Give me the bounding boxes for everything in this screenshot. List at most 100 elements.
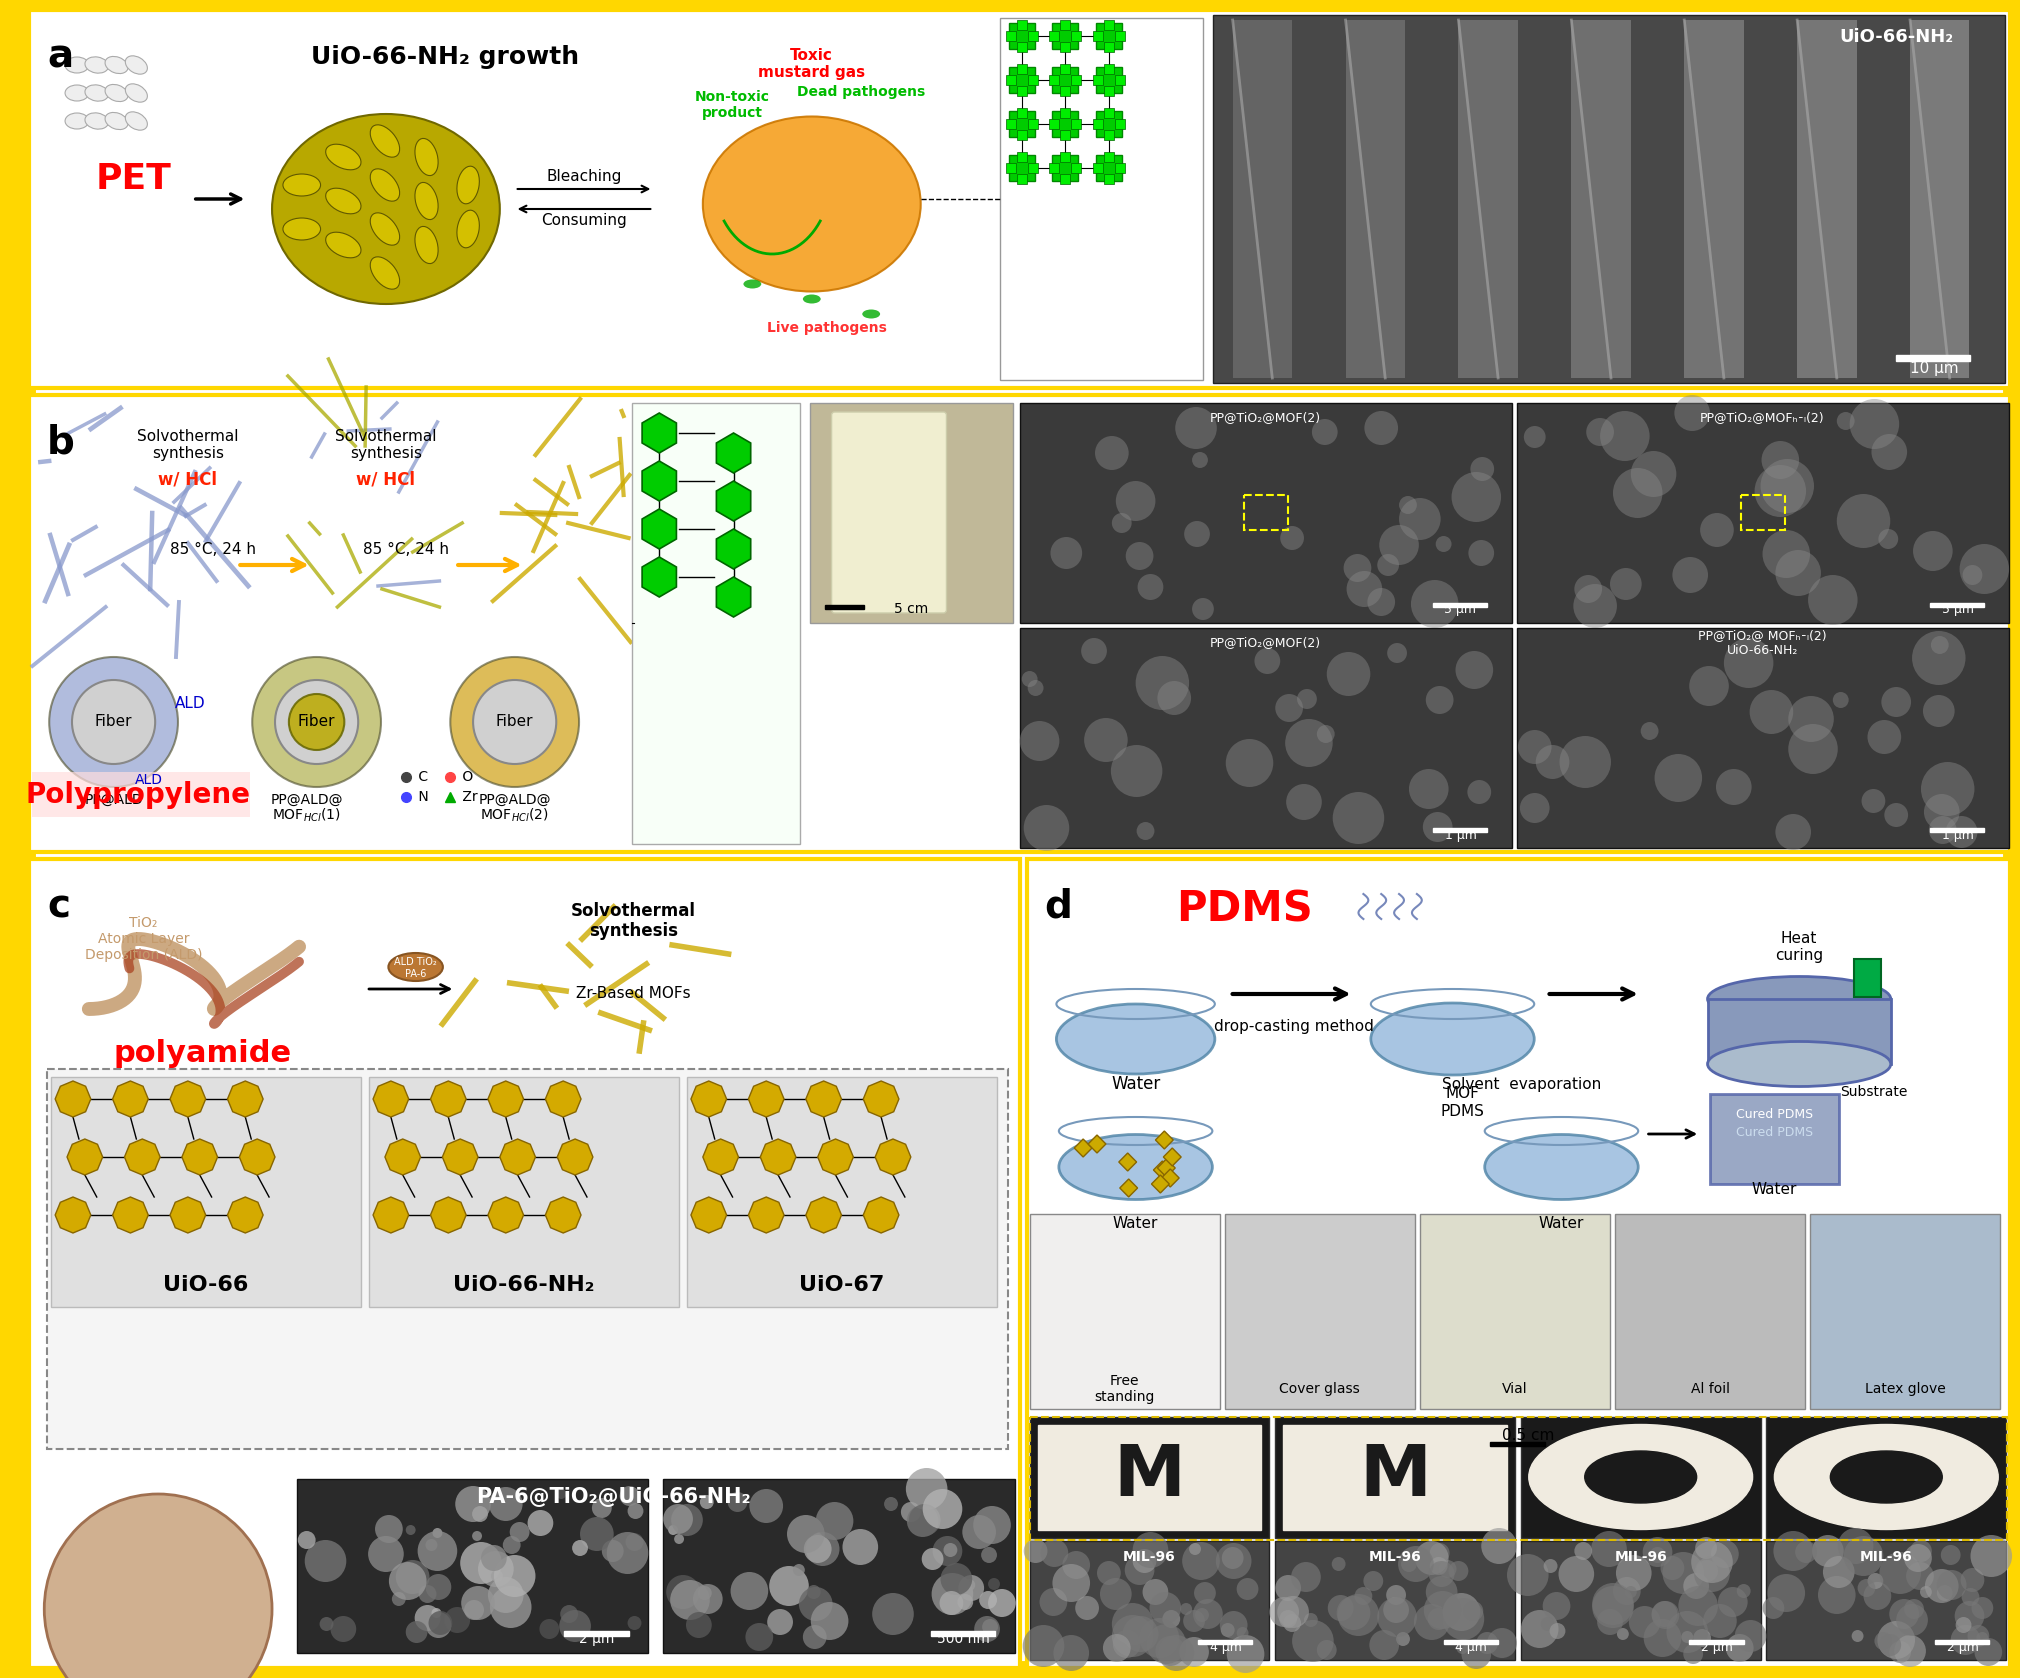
Circle shape [1194,1582,1216,1604]
Circle shape [901,1502,921,1522]
Bar [1212,15,2006,383]
Circle shape [1125,542,1153,571]
Ellipse shape [283,218,321,240]
Circle shape [1155,1636,1186,1666]
Circle shape [1961,1567,1984,1592]
Text: PA-6: PA-6 [404,968,426,978]
Circle shape [1327,653,1370,696]
Bar [1060,175,1071,185]
Text: 500 nm: 500 nm [937,1633,990,1646]
Bar [1052,111,1079,138]
Text: a: a [46,39,73,76]
Text: Heat
curing: Heat curing [1776,931,1824,963]
Circle shape [1616,1628,1628,1639]
Circle shape [1222,1547,1244,1569]
Circle shape [454,1487,491,1522]
Bar [1517,628,2010,847]
Circle shape [1905,1544,1931,1572]
Text: Vial: Vial [1503,1383,1527,1396]
Bar [1103,42,1113,52]
Text: PP@ALD: PP@ALD [85,794,143,807]
Text: d: d [1044,888,1073,925]
Bar [1444,1639,1499,1644]
Circle shape [1196,1608,1208,1623]
Bar [1275,1540,1515,1660]
Ellipse shape [65,86,89,101]
Circle shape [957,1576,984,1601]
Circle shape [1343,554,1372,582]
Circle shape [1737,1584,1751,1597]
Circle shape [1388,643,1408,663]
Text: UiO-66-NH₂: UiO-66-NH₂ [1838,29,1953,45]
Bar [1420,1213,1610,1410]
Ellipse shape [370,169,400,201]
Circle shape [794,1564,804,1576]
Bar [1060,107,1071,117]
Bar [1006,163,1016,173]
Text: polyamide: polyamide [113,1039,291,1069]
Bar [1052,67,1079,92]
Circle shape [768,1609,794,1634]
Bar [1103,107,1113,117]
Bar [1093,76,1103,86]
Circle shape [406,1525,416,1535]
Circle shape [1024,805,1069,851]
Bar [1030,1213,1220,1410]
Text: UiO-66: UiO-66 [164,1275,248,1295]
Circle shape [770,1566,808,1606]
Circle shape [1157,681,1192,715]
Circle shape [982,1619,998,1634]
Circle shape [473,680,556,763]
Circle shape [1192,451,1208,468]
Text: 2 μm: 2 μm [1947,1641,1978,1655]
Circle shape [675,1534,685,1544]
Circle shape [1364,411,1398,445]
FancyBboxPatch shape [832,413,947,612]
Bar [1614,1213,1806,1410]
Circle shape [1913,530,1953,571]
Circle shape [1598,1609,1622,1634]
Circle shape [1287,784,1321,821]
Circle shape [1293,1619,1333,1661]
Bar [1050,76,1058,86]
Circle shape [1776,814,1812,851]
Circle shape [671,1581,709,1619]
Bar [1224,1213,1414,1410]
Ellipse shape [325,144,362,169]
Circle shape [1660,1556,1685,1581]
Text: UiO-67: UiO-67 [798,1275,885,1295]
Circle shape [1396,1633,1410,1646]
Circle shape [1959,544,2010,594]
Ellipse shape [370,213,400,245]
Circle shape [1052,1634,1089,1671]
Circle shape [1850,399,1899,450]
Circle shape [1630,451,1677,497]
Ellipse shape [125,84,147,102]
Bar [1432,827,1487,832]
Circle shape [1862,789,1885,814]
Bar [1103,64,1113,74]
Circle shape [1763,530,1810,577]
Circle shape [406,1621,428,1643]
Circle shape [479,1550,513,1587]
Bar [1008,67,1034,92]
Bar [1016,107,1026,117]
Bar [1491,1441,1545,1446]
Circle shape [1424,1591,1460,1629]
Ellipse shape [1058,1134,1212,1200]
Text: Consuming: Consuming [541,213,626,228]
Bar [1060,42,1071,52]
Circle shape [699,1495,713,1509]
Circle shape [1226,738,1273,787]
Circle shape [1452,472,1501,522]
Bar [1050,30,1058,40]
Ellipse shape [370,257,400,289]
Circle shape [1768,1574,1806,1613]
Circle shape [1426,686,1454,715]
Circle shape [909,1503,941,1535]
Bar [1765,1540,2006,1660]
Circle shape [962,1515,996,1549]
Circle shape [1162,1609,1180,1628]
Text: PP@TiO₂@MOF(2): PP@TiO₂@MOF(2) [1210,636,1321,649]
Ellipse shape [65,57,89,74]
